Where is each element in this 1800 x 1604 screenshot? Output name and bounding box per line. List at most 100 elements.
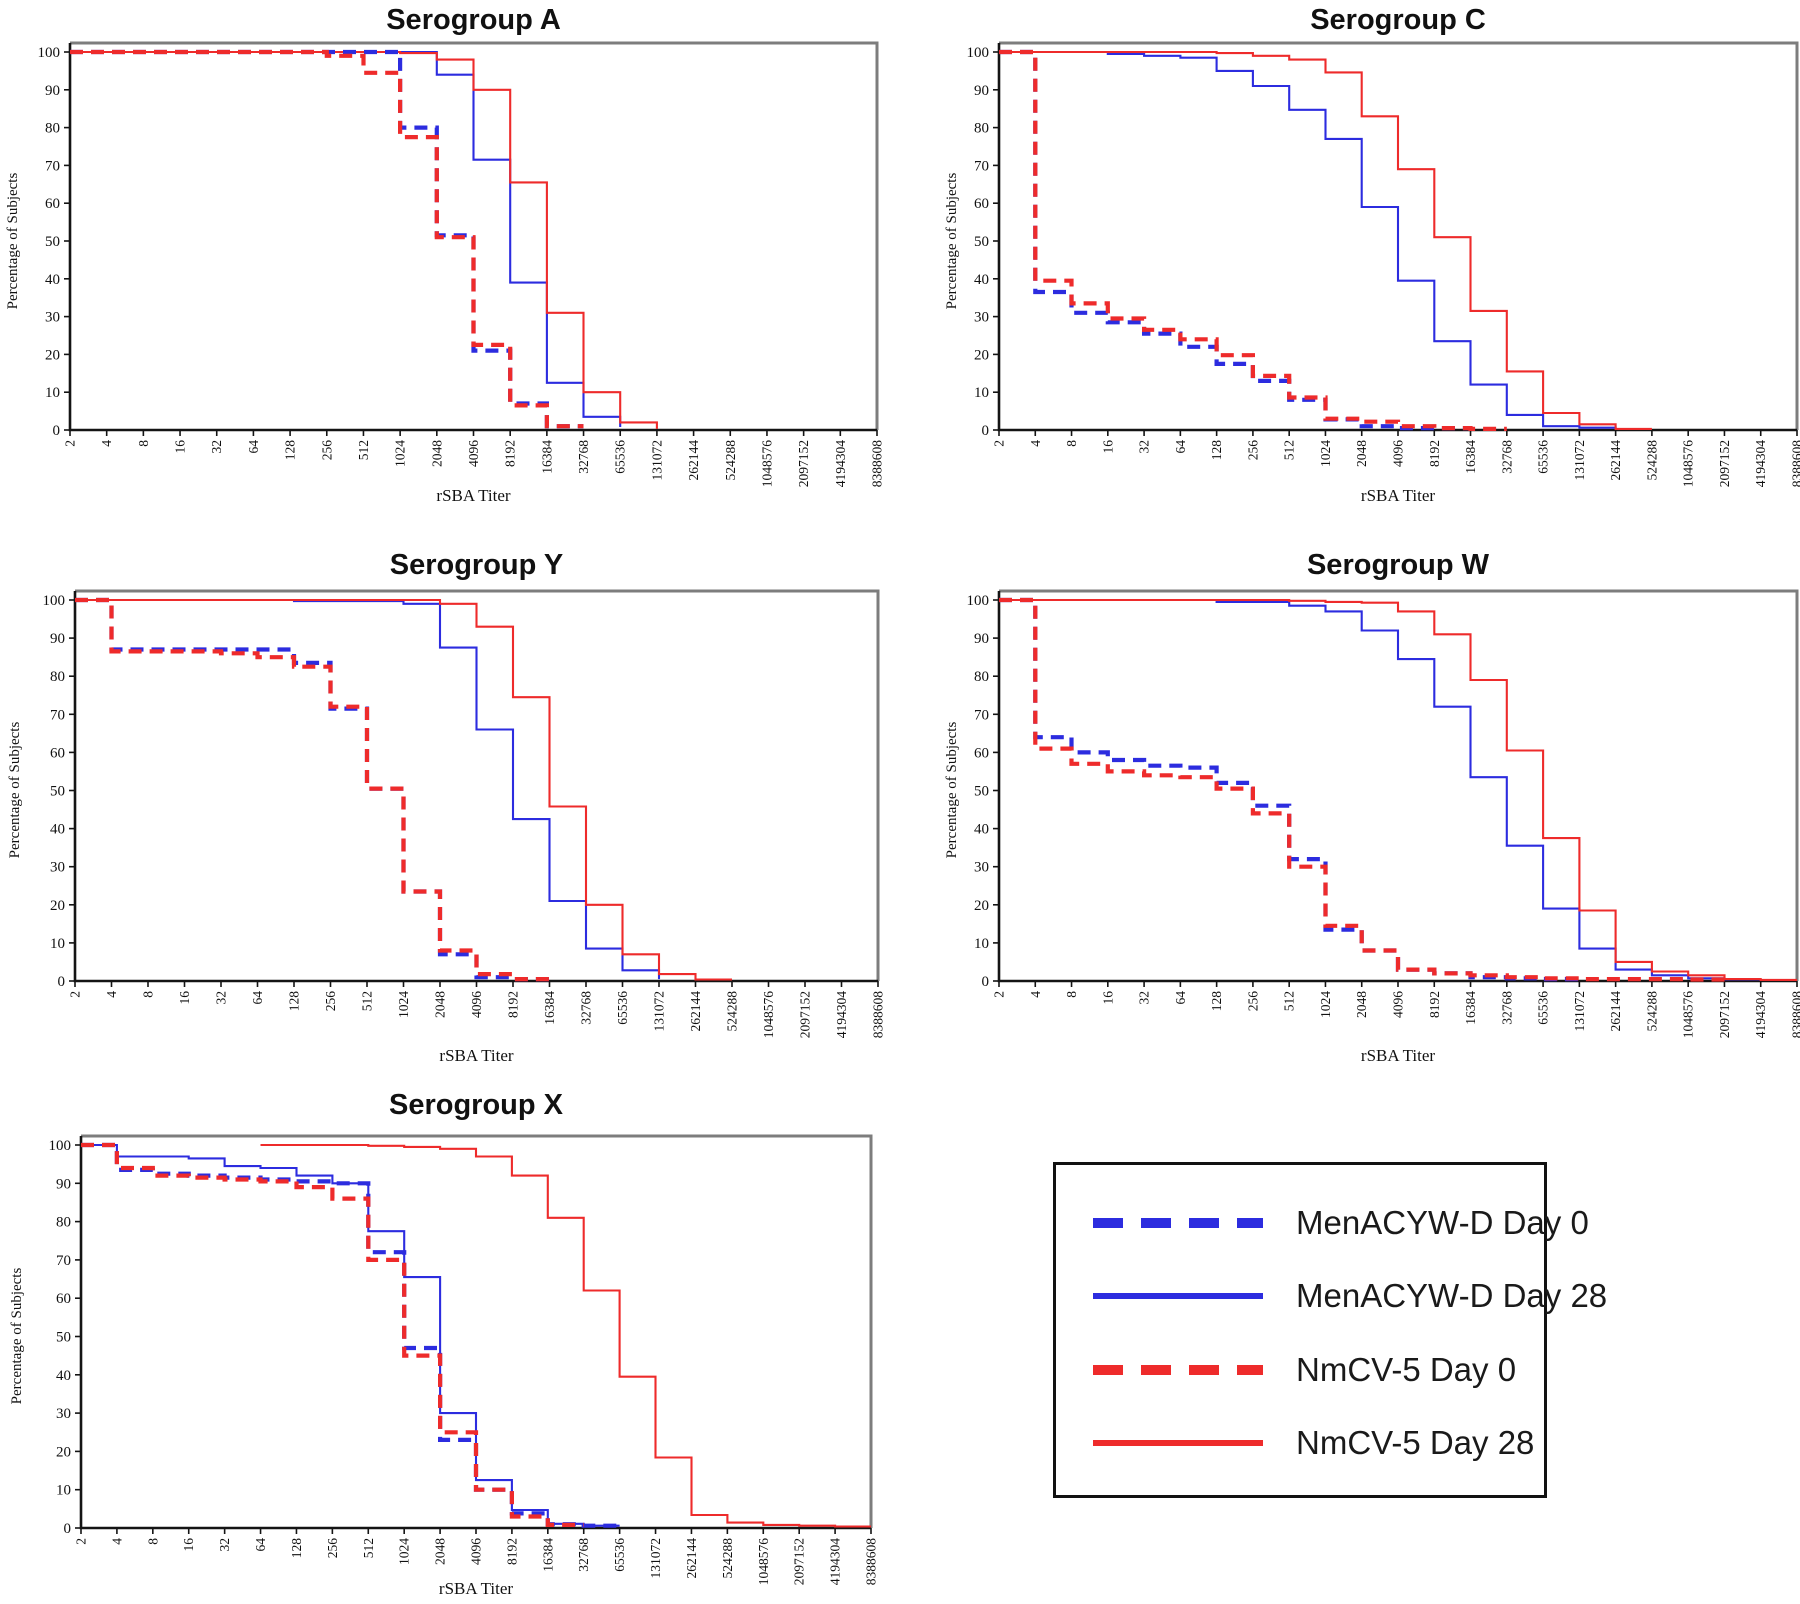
x-tick-label: 32768 — [1499, 440, 1514, 474]
x-axis-title: rSBA Titer — [438, 1579, 514, 1598]
series-Y-menacyw-d-day-0 — [75, 597, 550, 982]
y-tick-label: 10 — [56, 1483, 71, 1499]
x-axis-title: rSBA Titer — [436, 486, 511, 505]
x-tick-label: 4194304 — [1753, 440, 1768, 488]
x-tick-label: 8 — [141, 991, 156, 998]
x-axis-title: rSBA Titer — [1360, 486, 1436, 505]
series-C-nmcv-5-day-0 — [999, 49, 1507, 431]
x-tick-label: 512 — [361, 1538, 376, 1558]
x-tick-label: 2048 — [1354, 440, 1369, 467]
x-tick-label: 4 — [104, 991, 119, 998]
series-W-nmcv-5-day-0 — [999, 597, 1725, 982]
y-tick-label: 60 — [50, 745, 65, 761]
y-tick-label: 10 — [50, 936, 65, 952]
x-tick-label: 8388608 — [1790, 991, 1800, 1039]
y-tick-label: 30 — [974, 860, 989, 876]
y-tick-label: 10 — [974, 936, 989, 952]
chart-title-serogroup-w: Serogroup W — [1306, 549, 1490, 581]
x-tick-label: 2 — [992, 440, 1007, 447]
series-A-menacyw-d-day-0 — [70, 49, 584, 429]
x-tick-label: 4096 — [469, 1538, 484, 1565]
series-A-nmcv-5-day-0 — [70, 49, 584, 429]
chart-A-svg: 0 10 20 30 40 50 60 70 80 90 100 2 4 8 16 32 64 128 256 512… — [38, 41, 885, 488]
chart-serogroup-y: Serogroup Y Percentage of Subjects 0 10 20… — [0, 545, 905, 1085]
x-tick-label: 1024 — [1318, 991, 1333, 1018]
x-tick-label: 128 — [289, 1538, 304, 1559]
y-tick-label: 70 — [45, 158, 60, 174]
legend-label: MenACYW-D Day 28 — [1296, 1277, 1608, 1314]
x-tick-label: 4096 — [1391, 440, 1406, 467]
legend-item-menacyw-day0: MenACYW-D Day 0 — [1090, 1203, 1589, 1243]
y-tick-label: 50 — [974, 784, 989, 800]
x-tick-label: 1024 — [397, 1538, 412, 1565]
x-tick-label: 16 — [1100, 440, 1115, 454]
x-tick-label: 256 — [325, 1538, 340, 1559]
y-tick-label: 80 — [45, 121, 60, 137]
x-tick-label: 32 — [209, 440, 224, 454]
y-tick-label: 0 — [982, 974, 990, 990]
y-tick-label: 30 — [974, 310, 989, 326]
x-tick-label: 65536 — [612, 1538, 627, 1572]
x-tick-label: 512 — [360, 991, 375, 1011]
x-tick-label: 2097152 — [796, 440, 811, 487]
x-tick-label: 4096 — [469, 991, 484, 1018]
plot-frame — [70, 41, 879, 430]
x-tick-label: 32 — [1137, 991, 1152, 1005]
x-tick-label: 8388608 — [1790, 440, 1800, 488]
legend-label: NmCV-5 Day 0 — [1296, 1351, 1517, 1388]
x-axis-title: rSBA Titer — [1360, 1046, 1436, 1065]
x-tick-label: 524288 — [725, 991, 740, 1032]
plot-frame — [999, 41, 1799, 430]
y-tick-label: 90 — [45, 83, 60, 99]
chart-title-serogroup-x: Serogroup X — [388, 1089, 563, 1121]
x-tick-label: 65536 — [1536, 440, 1551, 474]
x-tick-label: 16384 — [540, 1538, 555, 1572]
y-tick-label: 20 — [50, 898, 65, 914]
x-tick-label: 32768 — [579, 991, 594, 1025]
x-tick-label: 2048 — [1354, 991, 1369, 1018]
x-tick-label: 512 — [1282, 440, 1297, 460]
x-tick-label: 512 — [356, 440, 371, 460]
y-tick-label: 50 — [50, 784, 65, 800]
y-tick-label: 60 — [45, 196, 60, 212]
x-tick-label: 4194304 — [1753, 991, 1768, 1039]
y-tick-label: 50 — [974, 234, 989, 250]
x-tick-label: 8 — [1064, 440, 1079, 447]
x-tick-label: 32768 — [1499, 991, 1514, 1025]
legend-item-nmcv5-day28: NmCV-5 Day 28 — [1090, 1423, 1534, 1463]
series-X-nmcv-5-day-0 — [81, 1142, 584, 1527]
plot-frame — [75, 589, 880, 981]
x-tick-label: 1048576 — [759, 440, 774, 488]
x-tick-label: 8388608 — [864, 1538, 879, 1586]
x-tick-label: 2 — [68, 991, 83, 998]
y-tick-label: 80 — [974, 669, 989, 685]
chart-serogroup-x: Serogroup X Percentage of Subjects 0 10 20… — [0, 1085, 905, 1604]
y-tick-label: 40 — [974, 822, 989, 838]
x-tick-label: 8192 — [506, 991, 521, 1018]
x-tick-label: 512 — [1282, 991, 1297, 1011]
x-tick-label: 32768 — [576, 1538, 591, 1572]
y-tick-label: 60 — [974, 196, 989, 212]
y-tick-label: 100 — [43, 593, 66, 609]
x-tick-label: 131072 — [652, 991, 667, 1032]
x-tick-label: 262144 — [686, 440, 701, 481]
y-tick-label: 10 — [974, 385, 989, 401]
x-tick-label: 131072 — [1572, 440, 1587, 481]
y-tick-label: 60 — [56, 1291, 71, 1307]
y-tick-label: 30 — [45, 310, 60, 326]
y-tick-label: 20 — [45, 347, 60, 363]
y-tick-label: 20 — [974, 347, 989, 363]
legend-label: NmCV-5 Day 28 — [1296, 1424, 1535, 1461]
legend-line-sample-icon — [1093, 1218, 1263, 1228]
plot-area-serogroup-w: 0 10 20 30 40 50 60 70 80 90 100 2 4 8 16 32 64 128 256 512… — [925, 545, 1800, 1085]
x-axis-title: rSBA Titer — [439, 1046, 514, 1065]
x-tick-label: 256 — [323, 991, 338, 1012]
series-Y-nmcv-5-day-28 — [75, 598, 732, 981]
chart-Y-svg: 0 10 20 30 40 50 60 70 80 90 100 2 4 8 16 32 64 128 256 512… — [43, 589, 886, 1038]
legend: MenACYW-D Day 0 MenACYW-D Day 28 NmCV-5 … — [1053, 1162, 1607, 1498]
chart-W-svg: 0 10 20 30 40 50 60 70 80 90 100 2 4 8 16 32 64 128 256 512… — [967, 589, 1800, 1039]
x-tick-label: 1048576 — [1681, 991, 1696, 1039]
x-tick-label: 8192 — [503, 440, 518, 467]
x-tick-label: 8 — [1064, 991, 1079, 998]
series-C-nmcv-5-day-28 — [999, 50, 1652, 430]
